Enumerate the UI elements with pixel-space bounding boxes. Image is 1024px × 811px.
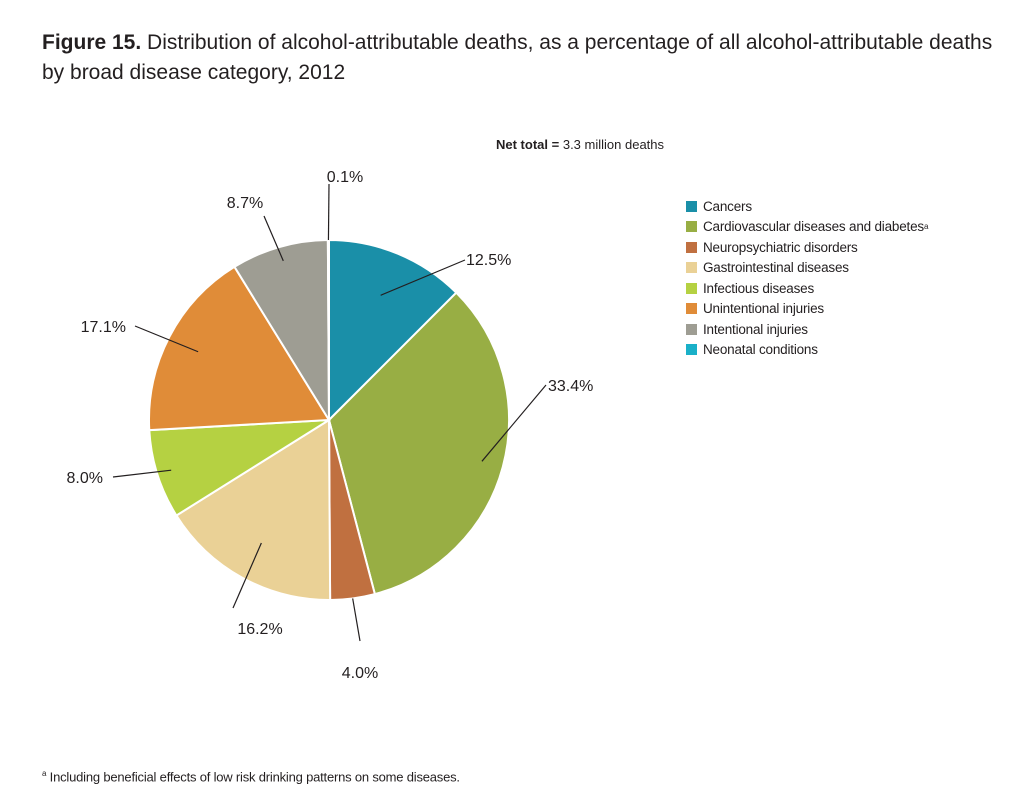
leader-line — [327, 183, 330, 241]
leader-line — [481, 384, 547, 462]
legend: Cancers Cardiovascular diseases and diabe… — [686, 196, 928, 360]
leader-line — [263, 215, 284, 262]
legend-label: Cardiovascular diseases and diabetes — [703, 219, 924, 235]
leader-line — [380, 259, 466, 296]
legend-swatch — [686, 200, 697, 212]
legend-item: Neuropsychiatric disorders — [686, 237, 928, 258]
pie-slice-gastrointestinal-diseases — [175, 418, 332, 601]
legend-item: Infectious diseases — [686, 278, 928, 299]
net-total: Net total = 3.3 million deaths — [496, 137, 664, 152]
figure-title-text: Distribution of alcohol-attributable dea… — [42, 31, 993, 84]
legend-label: Cancers — [703, 198, 752, 214]
pie-slice-infectious-diseases — [148, 419, 330, 517]
data-label: 17.1% — [81, 319, 126, 336]
legend-item: Neonatal conditions — [686, 340, 928, 361]
data-label: 16.2% — [237, 621, 282, 638]
figure-title: Figure 15. Distribution of alcohol-attri… — [42, 28, 1002, 88]
leader-line — [134, 325, 199, 353]
data-label: 0.1% — [327, 169, 363, 186]
legend-swatch — [686, 221, 697, 233]
legend-item: Unintentional injuries — [686, 299, 928, 320]
legend-swatch — [686, 323, 697, 335]
net-total-label: Net total = — [496, 137, 560, 152]
legend-label: Gastrointestinal diseases — [703, 260, 849, 276]
net-total-value: 3.3 million deaths — [562, 137, 665, 152]
legend-label: Neonatal conditions — [703, 342, 818, 358]
legend-swatch — [686, 344, 697, 356]
leader-line — [352, 598, 361, 642]
footnote: a Including beneficial effects of low ri… — [42, 769, 460, 784]
leader-line — [112, 469, 172, 478]
legend-item: Cardiovascular diseases and diabetes a — [686, 217, 928, 238]
pie-slice-intentional-injuries — [233, 238, 331, 424]
pie-slice-neonatal-conditions — [326, 238, 330, 421]
legend-swatch — [686, 282, 697, 294]
footnote-marker: a — [42, 769, 47, 778]
data-label: 8.0% — [67, 470, 103, 487]
data-label: 8.7% — [227, 195, 263, 212]
legend-item: Intentional injuries — [686, 319, 928, 340]
pie-slice-cardiovascular-diseases-and-diabetes — [327, 291, 510, 596]
legend-swatch — [686, 262, 697, 274]
pie-slice-unintentional-injuries — [148, 265, 331, 432]
data-label: 4.0% — [342, 665, 378, 682]
legend-label: Infectious diseases — [703, 280, 815, 296]
leader-line — [232, 542, 262, 609]
legend-item: Gastrointestinal diseases — [686, 258, 928, 279]
legend-label: Intentional injuries — [703, 321, 808, 337]
legend-item: Cancers — [686, 196, 928, 217]
data-label: 33.4% — [548, 378, 593, 395]
legend-label: Neuropsychiatric disorders — [703, 239, 858, 255]
legend-swatch — [686, 303, 697, 315]
pie-slice-cancers — [328, 238, 458, 423]
legend-swatch — [686, 241, 697, 253]
footnote-text: Including beneficial effects of low risk… — [49, 769, 460, 785]
figure-number: Figure 15. — [42, 31, 142, 54]
data-label: 12.5% — [466, 252, 511, 269]
legend-label: Unintentional injuries — [703, 301, 824, 317]
